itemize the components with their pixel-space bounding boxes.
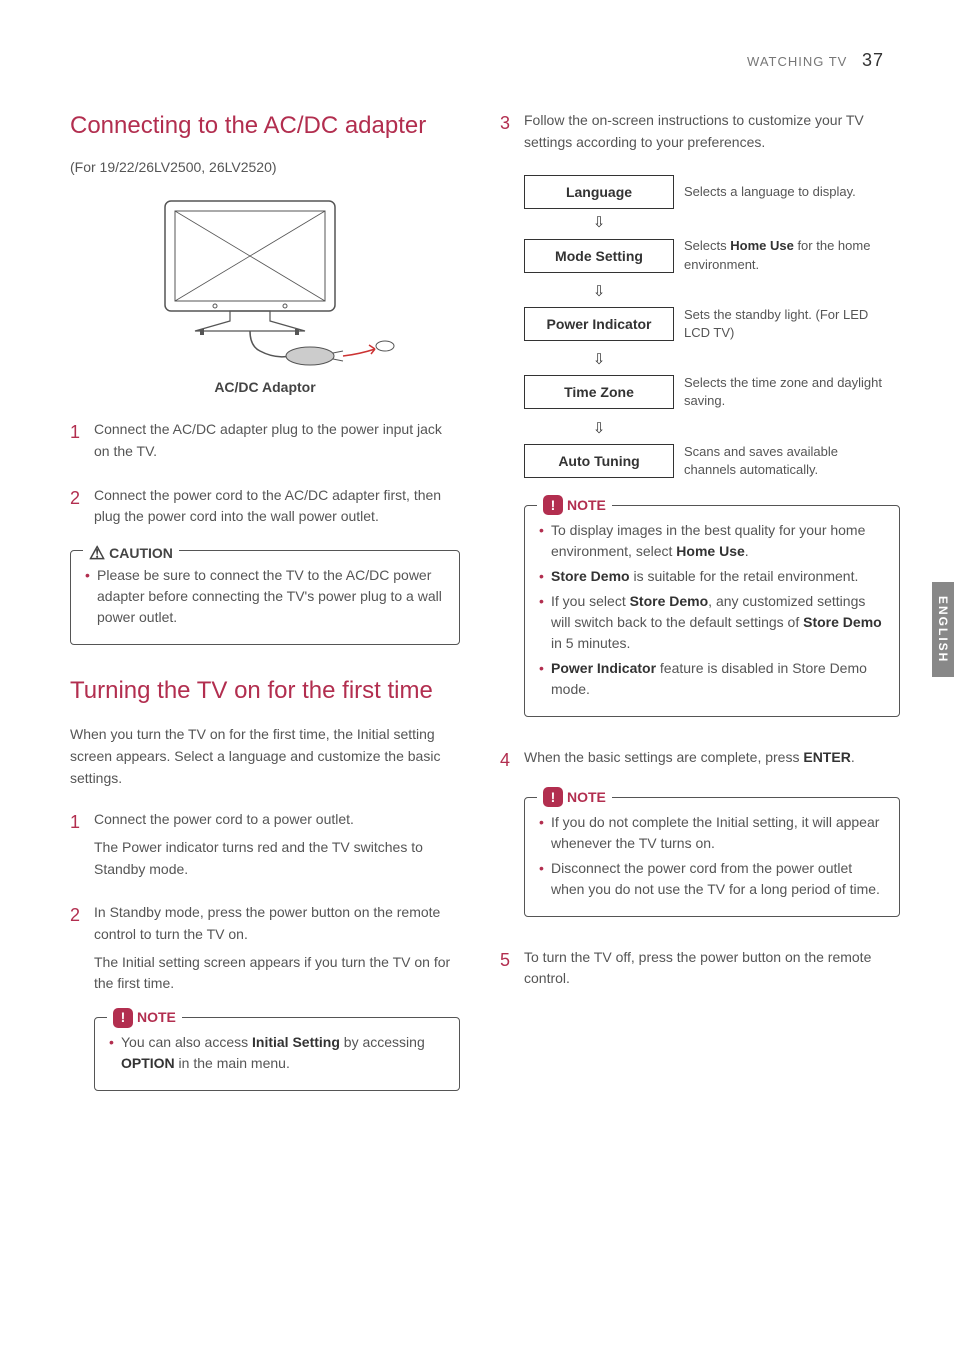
note-box: ! NOTE To display images in the best qua… xyxy=(524,505,900,717)
setting-label: Language xyxy=(524,175,674,209)
arrow-down-icon: ⇩ xyxy=(524,417,674,439)
page-number: 37 xyxy=(862,50,884,70)
note-box: ! NOTE If you do not complete the Initia… xyxy=(524,797,900,917)
table-row: Time Zone Selects the time zone and dayl… xyxy=(524,370,900,414)
note-icon: ! xyxy=(543,495,563,515)
setting-desc: Selects a language to display. xyxy=(674,179,900,205)
note-item: To display images in the best quality fo… xyxy=(539,520,885,562)
table-row: Auto Tuning Scans and saves available ch… xyxy=(524,439,900,483)
section-title-firsttime: Turning the TV on for the first time xyxy=(70,675,460,706)
arrow-down-icon: ⇩ xyxy=(524,211,674,233)
models-text: (For 19/22/26LV2500, 26LV2520) xyxy=(70,159,460,175)
step-number: 3 xyxy=(500,110,524,153)
note-title: ! NOTE xyxy=(107,1007,182,1028)
step-number: 5 xyxy=(500,947,524,990)
step-text: Connect the AC/DC adapter plug to the po… xyxy=(94,419,460,462)
setting-label: Mode Setting xyxy=(524,239,674,273)
step-text: Connect the power cord to a power outlet… xyxy=(94,809,460,880)
step-1: 1 Connect the AC/DC adapter plug to the … xyxy=(70,419,460,462)
step-number: 2 xyxy=(70,902,94,995)
note-label: NOTE xyxy=(567,495,606,516)
step-line: The Initial setting screen appears if yo… xyxy=(94,952,460,995)
note-label: NOTE xyxy=(567,787,606,808)
setting-label: Time Zone xyxy=(524,375,674,409)
note-item: Disconnect the power cord from the power… xyxy=(539,858,885,900)
note-title: ! NOTE xyxy=(537,495,612,516)
section-title-adapter: Connecting to the AC/DC adapter xyxy=(70,110,460,141)
setting-desc: Scans and saves available channels autom… xyxy=(674,439,900,483)
step-line: Connect the power cord to a power outlet… xyxy=(94,811,354,827)
note-box: ! NOTE You can also access Initial Setti… xyxy=(94,1017,460,1091)
table-row: Mode Setting Selects Home Use for the ho… xyxy=(524,233,900,277)
step-number: 4 xyxy=(500,747,524,775)
setting-label: Auto Tuning xyxy=(524,444,674,478)
arrow-down-icon: ⇩ xyxy=(524,348,674,370)
language-tab: ENGLISH xyxy=(932,582,954,677)
setting-desc: Sets the standby light. (For LED LCD TV) xyxy=(674,302,900,346)
setting-desc: Selects Home Use for the home environmen… xyxy=(674,233,900,277)
caution-box: ⚠ CAUTION Please be sure to connect the … xyxy=(70,550,460,645)
caution-label: CAUTION xyxy=(109,543,173,564)
setting-label: Power Indicator xyxy=(524,307,674,341)
step-line: The Power indicator turns red and the TV… xyxy=(94,837,460,880)
warning-icon: ⚠ xyxy=(89,540,105,567)
note-item: If you select Store Demo, any customized… xyxy=(539,591,885,654)
adapter-illustration xyxy=(125,191,405,371)
note-label: NOTE xyxy=(137,1007,176,1028)
step-text: Follow the on-screen instructions to cus… xyxy=(524,110,900,153)
content-area: Connecting to the AC/DC adapter (For 19/… xyxy=(70,110,902,1121)
step-line: In Standby mode, press the power button … xyxy=(94,904,440,942)
caution-title: ⚠ CAUTION xyxy=(83,540,179,567)
step-text: To turn the TV off, press the power butt… xyxy=(524,947,900,990)
intro-text: When you turn the TV on for the first ti… xyxy=(70,724,460,789)
arrow-down-icon: ⇩ xyxy=(524,280,674,302)
note-item: If you do not complete the Initial setti… xyxy=(539,812,885,854)
step-5: 5 To turn the TV off, press the power bu… xyxy=(500,947,900,990)
settings-table: Language Selects a language to display. … xyxy=(524,175,900,483)
right-column: 3 Follow the on-screen instructions to c… xyxy=(500,110,900,1121)
setting-desc: Selects the time zone and daylight savin… xyxy=(674,370,900,414)
note-item: You can also access Initial Setting by a… xyxy=(109,1032,445,1074)
step-number: 1 xyxy=(70,809,94,880)
step-3: 3 Follow the on-screen instructions to c… xyxy=(500,110,900,153)
note-item: Power Indicator feature is disabled in S… xyxy=(539,658,885,700)
step-4: 4 When the basic settings are complete, … xyxy=(500,747,900,775)
page-header: WATCHING TV 37 xyxy=(747,50,884,71)
caution-item: Please be sure to connect the TV to the … xyxy=(85,565,445,628)
step-2: 2 Connect the power cord to the AC/DC ad… xyxy=(70,485,460,528)
left-column: Connecting to the AC/DC adapter (For 19/… xyxy=(70,110,460,1121)
step-a1: 1 Connect the power cord to a power outl… xyxy=(70,809,460,880)
step-text: Connect the power cord to the AC/DC adap… xyxy=(94,485,460,528)
step-number: 2 xyxy=(70,485,94,528)
table-row: Power Indicator Sets the standby light. … xyxy=(524,302,900,346)
note-icon: ! xyxy=(543,787,563,807)
adapter-label: AC/DC Adaptor xyxy=(70,379,460,395)
step-number: 1 xyxy=(70,419,94,462)
step-text: In Standby mode, press the power button … xyxy=(94,902,460,995)
note-item: Store Demo is suitable for the retail en… xyxy=(539,566,885,587)
table-row: Language Selects a language to display. xyxy=(524,175,900,209)
step-text: When the basic settings are complete, pr… xyxy=(524,747,900,775)
note-icon: ! xyxy=(113,1008,133,1028)
note-title: ! NOTE xyxy=(537,787,612,808)
step-a2: 2 In Standby mode, press the power butto… xyxy=(70,902,460,995)
header-section: WATCHING TV xyxy=(747,54,847,69)
